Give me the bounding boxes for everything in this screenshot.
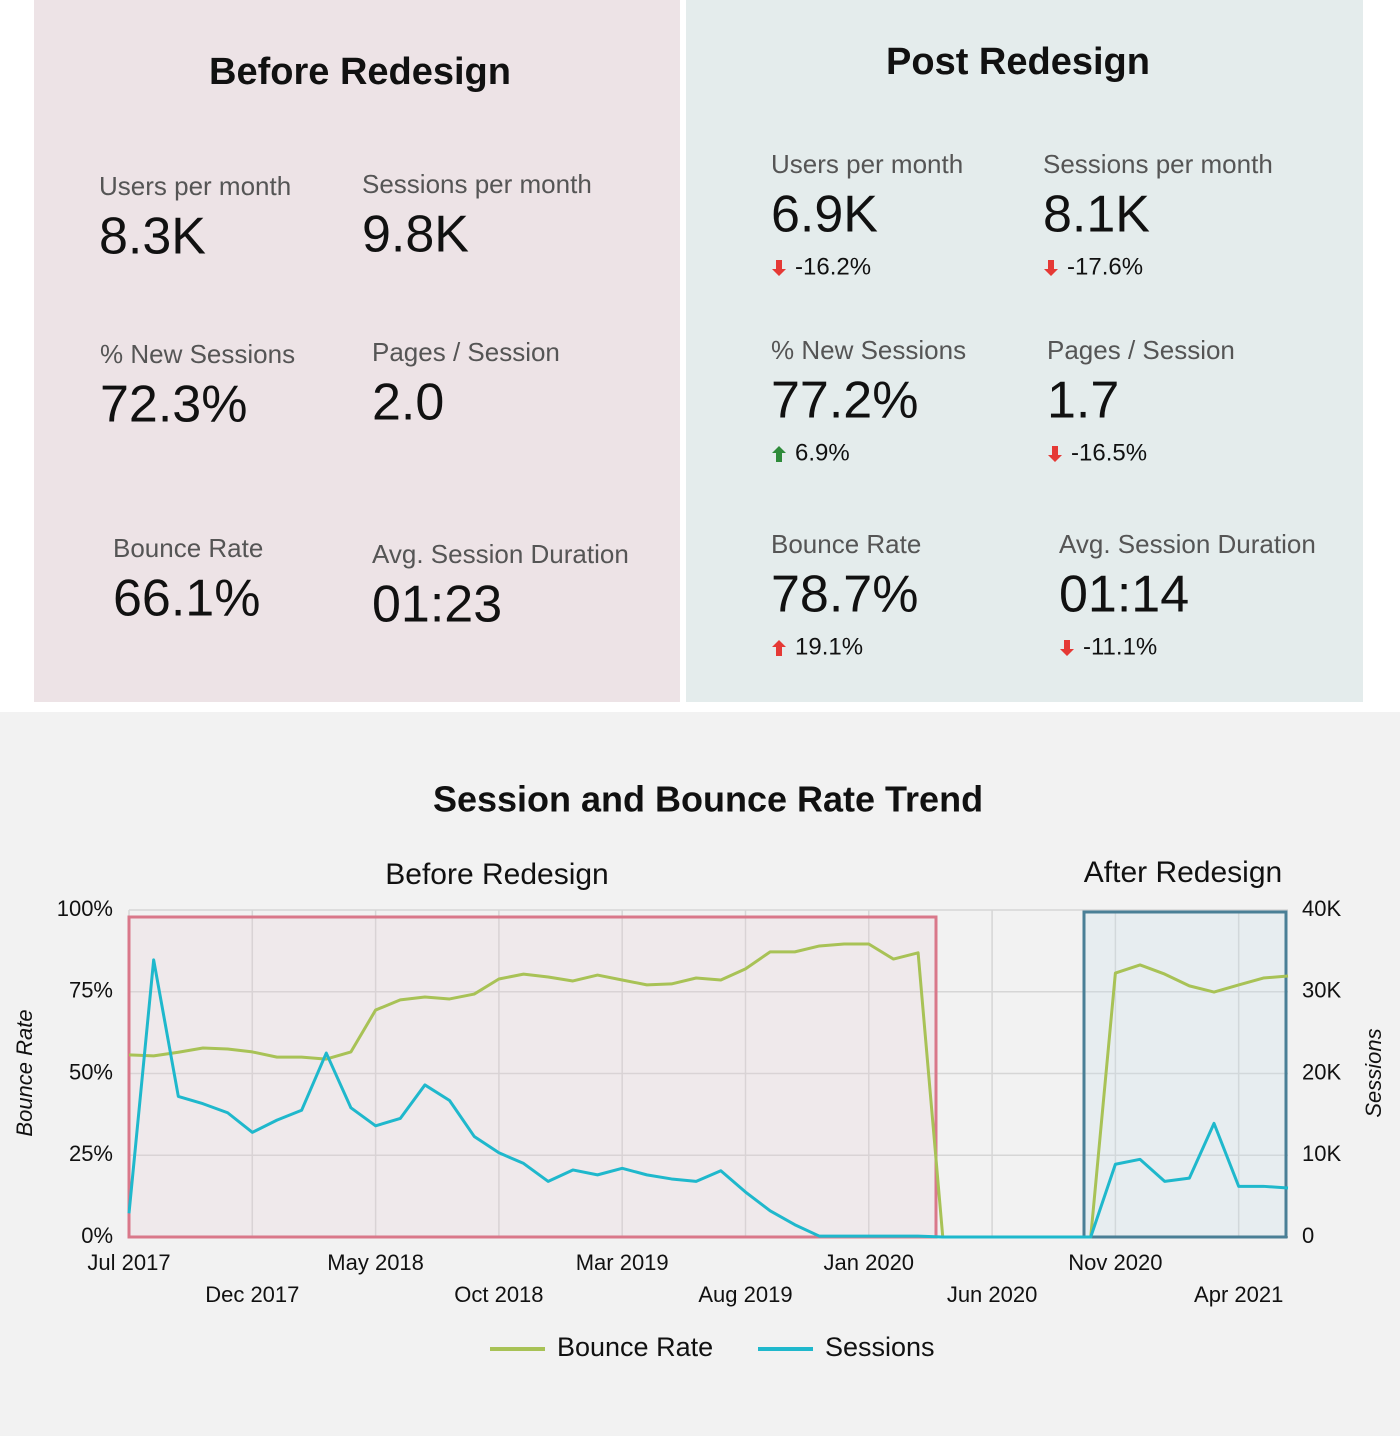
metric-value: 77.2%	[771, 372, 918, 430]
x-tick-label: Oct 2018	[454, 1282, 543, 1307]
metric-label: Users per month	[99, 171, 291, 201]
post-panel	[686, 0, 1363, 702]
metric-label: % New Sessions	[100, 339, 295, 369]
y-tick-label: 100%	[57, 896, 113, 921]
metric-value: 2.0	[372, 374, 444, 432]
panel-title: Before Redesign	[209, 51, 511, 93]
metric-value: 8.1K	[1043, 186, 1150, 244]
region-label: After Redesign	[1084, 856, 1282, 889]
metric-value: 8.3K	[99, 208, 206, 266]
metric-label: Bounce Rate	[113, 533, 263, 563]
metric-value: 01:23	[372, 576, 502, 634]
metric-label: Users per month	[771, 149, 963, 179]
x-tick-label: Dec 2017	[205, 1282, 299, 1307]
series-line	[127, 958, 1289, 1239]
metric-value: 72.3%	[100, 376, 247, 434]
legend-label: Sessions	[825, 1332, 935, 1362]
y2-tick-label: 40K	[1302, 896, 1341, 921]
x-tick-label: May 2018	[327, 1250, 424, 1275]
change-arrow	[772, 446, 786, 462]
region-label: Before Redesign	[385, 858, 608, 891]
metric-value: 66.1%	[113, 570, 260, 628]
region-box	[1082, 910, 1288, 1239]
y-axis-label: Bounce Rate	[12, 1009, 37, 1136]
metric-change: 6.9%	[795, 439, 850, 466]
metric-change: -11.1%	[1083, 633, 1157, 660]
y2-axis-label: Sessions	[1361, 1028, 1386, 1117]
before-panel	[34, 0, 680, 702]
metric-value: 6.9K	[771, 186, 878, 244]
y-tick-label: 75%	[69, 978, 113, 1003]
y-tick-label: 25%	[69, 1141, 113, 1166]
metric-label: Sessions per month	[362, 169, 592, 199]
metric-label: % New Sessions	[771, 335, 966, 365]
change-arrow	[772, 260, 786, 276]
x-tick-label: Jul 2017	[87, 1250, 170, 1275]
metric-change: -17.6%	[1067, 253, 1143, 280]
region-box	[127, 915, 938, 1239]
series-line	[128, 942, 1289, 1239]
change-arrow	[1044, 260, 1058, 276]
y2-tick-label: 20K	[1302, 1059, 1341, 1084]
x-tick-label: Nov 2020	[1068, 1250, 1162, 1275]
metric-value: 78.7%	[771, 566, 918, 624]
metric-change: 19.1%	[795, 633, 863, 660]
x-tick-label: Aug 2019	[698, 1282, 792, 1307]
metric-value: 1.7	[1047, 372, 1119, 430]
metric-value: 01:14	[1059, 566, 1189, 624]
y2-tick-label: 0	[1302, 1223, 1314, 1248]
metric-label: Sessions per month	[1043, 149, 1273, 179]
metric-label: Avg. Session Duration	[372, 539, 629, 569]
x-tick-label: Jan 2020	[824, 1250, 915, 1275]
y2-tick-label: 10K	[1302, 1141, 1341, 1166]
x-tick-label: Mar 2019	[576, 1250, 669, 1275]
y-tick-label: 50%	[69, 1059, 113, 1084]
panel-title: Post Redesign	[886, 41, 1150, 83]
metric-label: Bounce Rate	[771, 529, 921, 559]
change-arrow	[772, 640, 786, 656]
metric-value: 9.8K	[362, 206, 469, 264]
x-tick-label: Jun 2020	[947, 1282, 1038, 1307]
y2-tick-label: 30K	[1302, 978, 1341, 1003]
x-tick-label: Apr 2021	[1194, 1282, 1283, 1307]
change-arrow	[1060, 640, 1074, 656]
y-tick-label: 0%	[81, 1223, 113, 1248]
chart-title: Session and Bounce Rate Trend	[433, 779, 983, 820]
metric-change: -16.2%	[795, 253, 871, 280]
metric-label: Pages / Session	[372, 337, 560, 367]
metric-label: Pages / Session	[1047, 335, 1235, 365]
metric-label: Avg. Session Duration	[1059, 529, 1316, 559]
change-arrow	[1048, 446, 1062, 462]
metric-change: -16.5%	[1071, 439, 1147, 466]
legend-label: Bounce Rate	[557, 1332, 713, 1362]
